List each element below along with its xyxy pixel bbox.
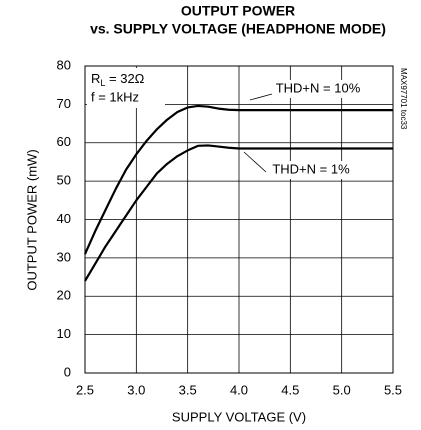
x-tick-label: 2.5 xyxy=(76,382,94,397)
y-tick-label: 0 xyxy=(64,364,71,379)
y-tick-label: 70 xyxy=(57,96,71,111)
legend-box xyxy=(265,161,357,179)
chart-title: vs. SUPPLY VOLTAGE (HEADPHONE MODE) xyxy=(90,21,386,37)
plot-frame xyxy=(84,65,394,374)
y-tick-label: 10 xyxy=(57,326,71,341)
legend-label: THD+N = 10% xyxy=(276,80,361,95)
data-line xyxy=(83,104,393,255)
leader-line xyxy=(243,151,267,173)
conditions-label: f = 1kHz xyxy=(91,89,139,104)
conditions-text: L xyxy=(100,78,105,88)
y-tick-label: 60 xyxy=(57,134,71,149)
x-tick-label: 5.5 xyxy=(384,382,402,397)
conditions-text: R xyxy=(91,71,100,86)
y-tick-label: 20 xyxy=(57,288,71,303)
x-axis-label: SUPPLY VOLTAGE (V) xyxy=(172,409,306,424)
conditions-label: RL = 32Ω xyxy=(91,71,145,88)
y-tick-label: 50 xyxy=(57,173,71,188)
data-line xyxy=(84,144,393,282)
leader-line xyxy=(249,93,273,101)
y-tick-label: 80 xyxy=(57,57,71,72)
figure-id: MAX97701 toc33 xyxy=(399,68,408,130)
y-tick-label: 40 xyxy=(57,211,71,226)
x-tick-label: 3.5 xyxy=(179,382,197,397)
legend-box xyxy=(272,80,364,98)
y-axis-label: OUTPUT POWER (mW) xyxy=(24,149,39,290)
chart-title: OUTPUT POWER xyxy=(181,3,295,19)
x-tick-label: 5.0 xyxy=(333,382,351,397)
x-tick-label: 3.0 xyxy=(127,382,145,397)
x-tick-label: 4.5 xyxy=(281,382,299,397)
x-tick-label: 4.0 xyxy=(230,382,248,397)
legend-label: THD+N = 1% xyxy=(272,161,350,176)
conditions-text: = 32Ω xyxy=(105,71,144,86)
annotation-box xyxy=(87,68,165,108)
y-tick-label: 30 xyxy=(57,249,71,264)
